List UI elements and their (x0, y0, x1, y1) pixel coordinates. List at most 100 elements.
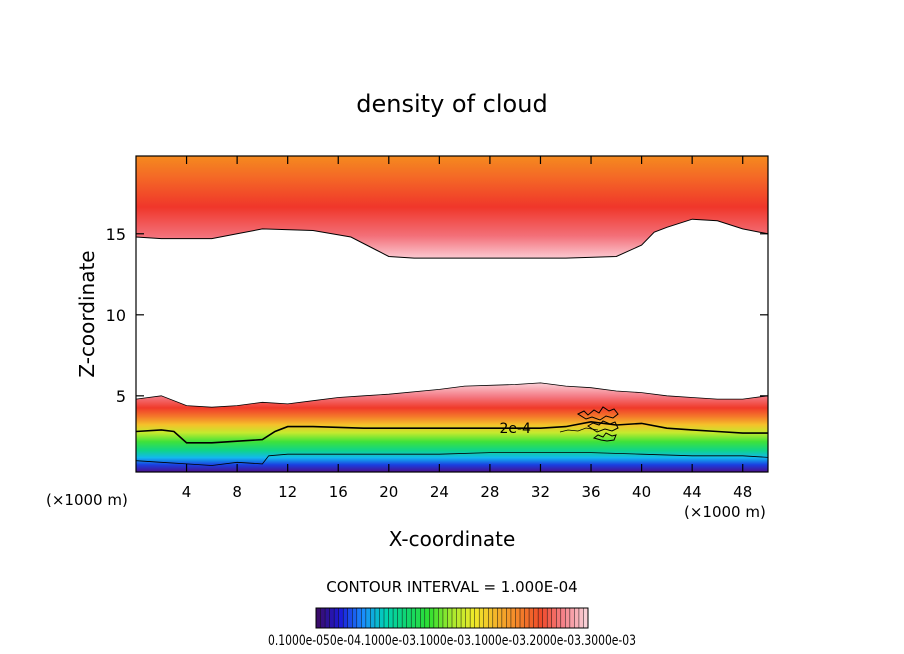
colorbar-swatch (483, 608, 489, 628)
x-tick-label: 24 (430, 483, 449, 501)
colorbar-swatch (542, 608, 548, 628)
chart-title-group: density of cloud (356, 90, 547, 118)
colorbar-swatch (447, 608, 453, 628)
cloud-base-contour (136, 452, 768, 466)
colorbar-swatch (420, 608, 426, 628)
x-tick-label: 36 (581, 483, 600, 501)
chart-title: density of cloud (356, 90, 547, 118)
x-tick-label: 16 (329, 483, 348, 501)
colorbar-swatch (474, 608, 480, 628)
colorbar-swatch (574, 608, 580, 628)
y-axis: 5 10 15 (106, 225, 768, 406)
y-tick-label: 5 (116, 387, 126, 406)
y-axis-label: Z-coordinate (75, 250, 99, 377)
colorbar-swatch (479, 608, 485, 628)
x-unit-label-left: (×1000 m) (46, 491, 128, 509)
colorbar-swatch (356, 608, 362, 628)
colorbar-swatch (320, 608, 326, 628)
colorbar-swatch (329, 608, 335, 628)
colorbar-swatch (406, 608, 412, 628)
convective-contours (559, 406, 619, 442)
colorbar-swatch (370, 608, 376, 628)
colorbar-swatch (510, 608, 516, 628)
colorbar-swatch (393, 608, 398, 628)
x-tick-label: 44 (683, 483, 702, 501)
colorbar-swatch (465, 608, 471, 628)
plot-frame (135, 155, 769, 473)
x-tick-label: 4 (182, 483, 192, 501)
contour-interval-label: CONTOUR INTERVAL = 1.000E-04 (326, 578, 577, 596)
colorbar-swatch (501, 608, 507, 628)
colorbar-swatch (415, 608, 421, 628)
colorbar-swatch (347, 608, 353, 628)
colorbar-swatch (452, 608, 457, 628)
colorbar-swatch (529, 608, 534, 628)
colorbar-swatch (533, 608, 539, 628)
colorbar-frame (315, 607, 589, 629)
convective-contour (592, 432, 617, 442)
colorbar-swatch (560, 608, 566, 628)
colorbar-swatch (578, 608, 584, 628)
colorbar-swatch (352, 608, 358, 628)
x-tick-label: 8 (232, 483, 242, 501)
x-tick-label: 32 (531, 483, 550, 501)
colorbar-swatch (524, 608, 530, 628)
colorbar-swatch (556, 608, 562, 628)
colorbar-swatch (361, 608, 367, 628)
y-tick-label: 10 (106, 306, 126, 325)
colorbar-tick-labels: 0.1000e-050e-04.1000e-03.1000e-03.1000e-… (268, 633, 636, 649)
colorbar-swatch (316, 608, 321, 628)
plot-area: 2e-4 (136, 156, 768, 472)
colorbar-swatch (429, 608, 435, 628)
colorbar-swatch (461, 608, 466, 628)
colorbar-swatch (433, 608, 439, 628)
colorbar-swatch (520, 608, 525, 628)
upper-layer-boundary-contour (136, 218, 768, 259)
colorbar (315, 608, 589, 628)
x-tick-label: 48 (733, 483, 752, 501)
colorbar-swatch (402, 608, 408, 628)
colorbar-swatch (343, 608, 349, 628)
colorbar-swatch (497, 608, 503, 628)
colorbar-swatch (492, 608, 498, 628)
x-axis: 4 8 12 16 20 24 28 32 36 40 44 48 (182, 156, 752, 501)
convective-contour (559, 427, 599, 433)
colorbar-swatch (424, 608, 430, 628)
colorbar-swatch (551, 608, 557, 628)
contour-label: 2e-4 (499, 421, 531, 437)
colorbar-swatch (365, 608, 371, 628)
colorbar-swatch (470, 608, 476, 628)
colorbar-swatch (583, 608, 589, 628)
colorbar-swatch (388, 608, 394, 628)
colorbar-swatch (569, 608, 575, 628)
colorbar-swatch (488, 608, 494, 628)
convective-contour (576, 406, 619, 421)
x-tick-label: 20 (379, 483, 398, 501)
y-tick-label: 15 (106, 225, 126, 244)
convective-contour (587, 420, 619, 433)
x-tick-label: 12 (278, 483, 297, 501)
colorbar-swatch (325, 608, 330, 628)
colorbar-swatch (379, 608, 385, 628)
upper-cloud-layer (136, 156, 768, 259)
colorbar-swatch (334, 608, 340, 628)
colorbar-swatch (456, 608, 462, 628)
colorbar-swatch (384, 608, 389, 628)
colorbar-swatch (338, 608, 344, 628)
colorbar-swatch (411, 608, 417, 628)
colorbar-swatch (374, 608, 380, 628)
x-unit-label-right: (×1000 m) (684, 503, 766, 521)
x-axis-label: X-coordinate (389, 527, 516, 551)
colorbar-swatch (442, 608, 448, 628)
colorbar-swatch (565, 608, 571, 628)
x-tick-label: 28 (480, 483, 499, 501)
colorbar-swatch (438, 608, 444, 628)
colorbar-swatch (506, 608, 512, 628)
colorbar-swatch (397, 608, 403, 628)
colorbar-swatch (538, 608, 544, 628)
lower-layer-top-contour (136, 382, 768, 408)
x-tick-label: 40 (632, 483, 651, 501)
contour-line-2e-4 (136, 420, 768, 444)
colorbar-swatch (515, 608, 521, 628)
